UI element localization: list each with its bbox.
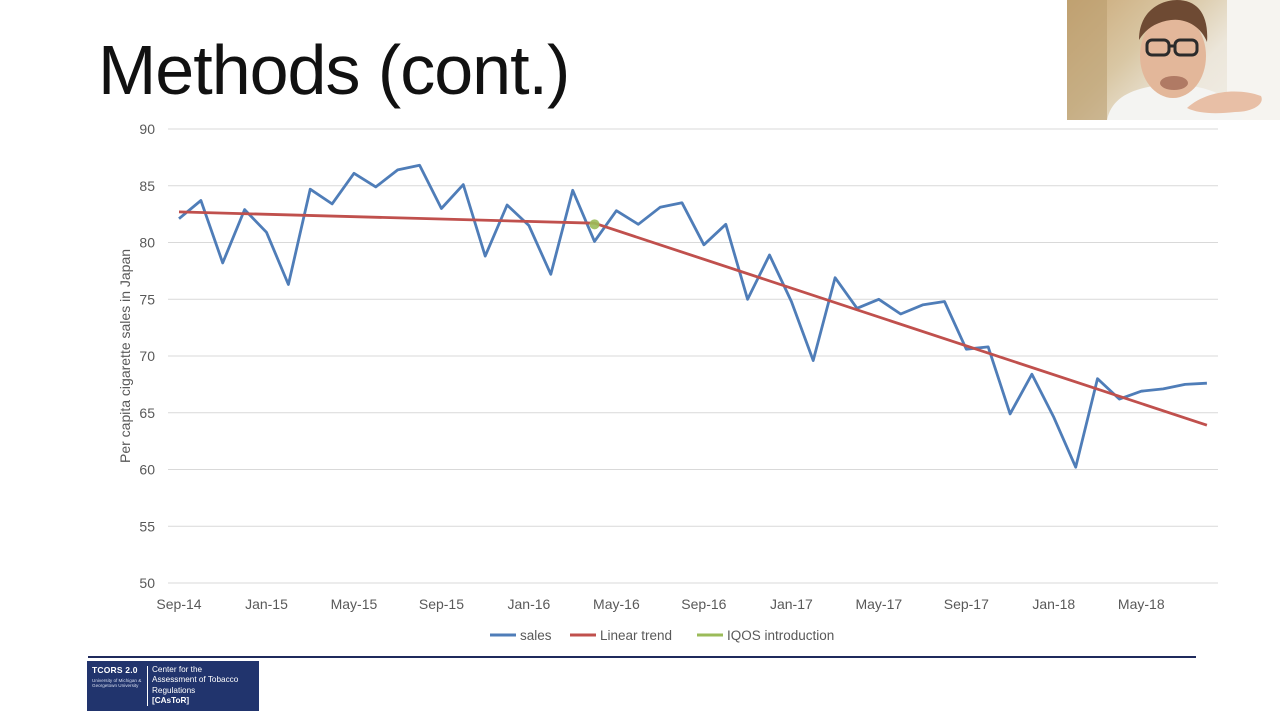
castor-logo: TCORS 2.0 University of Michigan & Georg… [87, 661, 259, 711]
x-tick-label: Jan-16 [508, 596, 551, 612]
slide-title: Methods (cont.) [98, 31, 570, 109]
y-tick-label: 90 [139, 121, 155, 137]
x-tick-label: May-15 [331, 596, 378, 612]
y-tick-label: 50 [139, 575, 155, 591]
y-tick-label: 65 [139, 405, 155, 421]
logo-divider [147, 666, 148, 706]
y-tick-label: 85 [139, 178, 155, 194]
logo-line-2: Assessment of Tobacco [152, 675, 239, 685]
legend-label: sales [520, 628, 552, 643]
y-axis-label: Per capita cigarette sales in Japan [117, 249, 133, 463]
x-tick-label: Jan-18 [1032, 596, 1075, 612]
logo-line-1: Center for the [152, 665, 203, 674]
webcam-video [1067, 0, 1280, 120]
series-line-linear-trend [178, 210, 1208, 427]
logo-line-3: Regulations [152, 685, 196, 695]
x-tick-label: Sep-16 [681, 596, 726, 612]
x-tick-label: Sep-15 [419, 596, 464, 612]
series-line-sales [178, 163, 1207, 469]
logo-subtext: University of Michigan & Georgetown Univ… [92, 678, 142, 689]
x-tick-label: May-18 [1118, 596, 1165, 612]
x-tick-label: Sep-14 [156, 596, 201, 612]
footer-divider [88, 656, 1196, 658]
y-tick-label: 80 [139, 235, 155, 251]
x-tick-label: Jan-15 [245, 596, 288, 612]
x-tick-label: Jan-17 [770, 596, 813, 612]
x-tick-label: Sep-17 [944, 596, 989, 612]
x-tick-label: May-16 [593, 596, 640, 612]
legend-label: Linear trend [600, 628, 672, 643]
logo-code: TCORS 2.0 [92, 665, 138, 675]
y-tick-label: 75 [139, 291, 155, 307]
y-tick-label: 55 [139, 518, 155, 534]
logo-line-4: [CAsToR] [152, 696, 190, 706]
y-tick-label: 70 [139, 348, 155, 364]
legend-label: IQOS introduction [727, 628, 834, 643]
x-tick-label: May-17 [855, 596, 902, 612]
y-tick-label: 60 [139, 462, 155, 478]
iqos-introduction-marker [589, 219, 600, 230]
